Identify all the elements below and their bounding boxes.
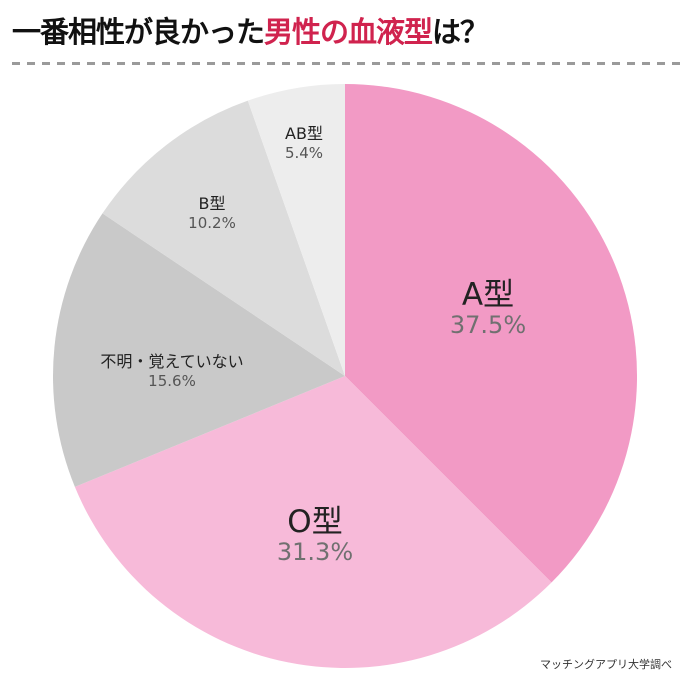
slice-label-o: O型 31.3% <box>277 505 353 565</box>
title-prefix: 一番相性が良かった <box>12 15 265 49</box>
slice-label-b: B型 10.2% <box>188 194 236 232</box>
label-name: AB型 <box>285 124 323 143</box>
slice-a <box>345 84 638 583</box>
slice-label-ab: AB型 5.4% <box>285 124 323 162</box>
label-percent: 10.2% <box>188 214 236 232</box>
chart-title: 一番相性が良かった男性の血液型は？ <box>12 12 489 52</box>
title-suffix: は？ <box>432 15 489 49</box>
label-name: A型 <box>461 277 515 313</box>
dashed-divider <box>12 62 680 65</box>
label-name: 不明・覚えていない <box>100 352 244 371</box>
slice-label-unknown: 不明・覚えていない 15.6% <box>100 352 243 390</box>
label-percent: 15.6% <box>148 372 196 390</box>
source-credit: マッチングアプリ大学調べ <box>540 658 672 671</box>
slice-ab <box>247 84 345 376</box>
slice-label-a: A型 37.5% <box>450 278 526 338</box>
slice-b <box>102 100 345 377</box>
label-name: B型 <box>198 194 226 213</box>
slice-o <box>74 376 552 669</box>
slice-unknown <box>53 213 346 487</box>
label-percent: 5.4% <box>284 144 324 162</box>
label-name: O型 <box>287 504 343 540</box>
label-percent: 31.3% <box>276 538 354 566</box>
title-highlight: 男性の血液型 <box>264 15 433 49</box>
label-percent: 37.5% <box>449 311 527 339</box>
